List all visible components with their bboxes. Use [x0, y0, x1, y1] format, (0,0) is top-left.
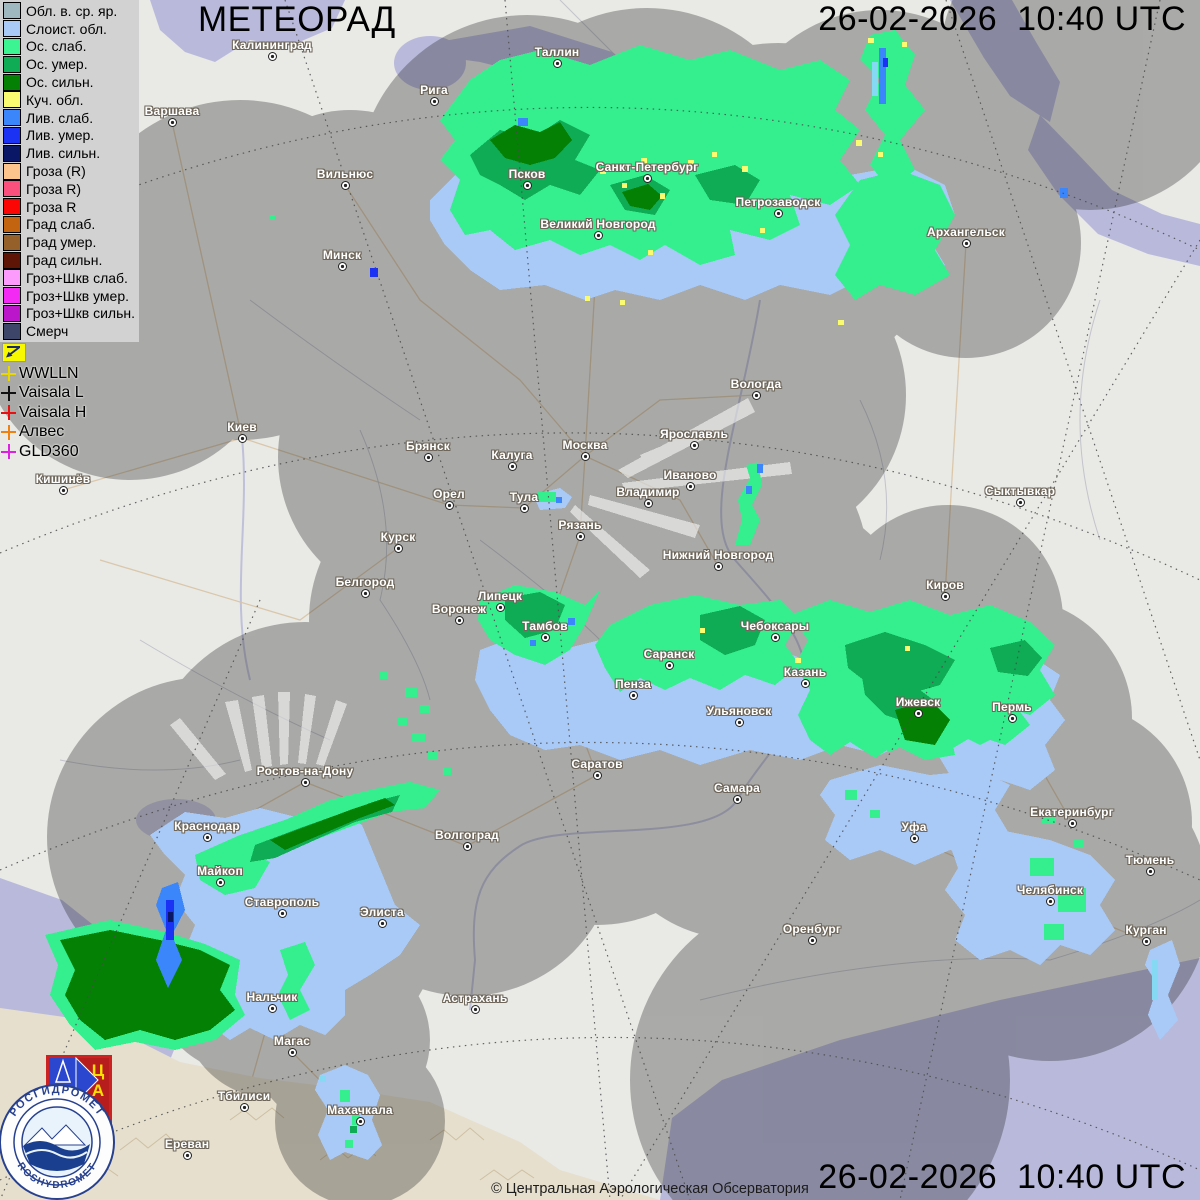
tornado-arrow-icon	[6, 346, 20, 358]
legend-row: Град сильн.	[0, 251, 139, 269]
timestamp-bottom: 26-02-2026 10:40 UTC	[818, 1158, 1186, 1196]
legend-row: Гроз+Шкв слаб.	[0, 269, 139, 287]
legend-swatch	[3, 269, 21, 287]
legend-row: Ос. умер.	[0, 55, 139, 73]
legend-label: Ос. слаб.	[26, 38, 87, 55]
legend-label: Ос. сильн.	[26, 74, 94, 91]
lightning-cross-icon	[1, 405, 16, 421]
legend-swatch	[3, 322, 21, 340]
legend-row: Смерч	[0, 322, 139, 340]
legend-label: Ос. умер.	[26, 56, 88, 73]
legend-row: Лив. сильн.	[0, 144, 139, 162]
legend-label: Град слаб.	[26, 216, 96, 233]
cao-letter-1: Ц	[92, 1061, 105, 1080]
legend-swatch	[3, 162, 21, 180]
lightning-source-label: Vaisala H	[19, 403, 87, 421]
legend-label: Лив. умер.	[26, 127, 95, 144]
legend-row: Ос. слаб.	[0, 37, 139, 56]
lightning-cross-icon	[1, 444, 16, 460]
lightning-source-label: GLD360	[19, 442, 79, 460]
legend-swatch	[3, 144, 21, 162]
legend-row: Гроза R)	[0, 180, 139, 198]
roshydromet-logo: РОСГИДРОМЕТ ROSHYDROMET	[0, 1084, 115, 1200]
legend-swatch	[3, 126, 21, 144]
legend-swatch	[3, 251, 21, 269]
cao-letter-2: А	[92, 1081, 104, 1100]
legend-label: Град сильн.	[26, 252, 103, 269]
lightning-cross-icon	[1, 385, 16, 401]
attribution: © Центральная Аэрологическая Обсерватори…	[491, 1181, 809, 1197]
lightning-sources-legend: WWLLN Vaisala L Vaisala H Алвес GLD360	[1, 364, 86, 462]
legend-label: Гроза R)	[26, 180, 82, 197]
lightning-source-label: WWLLN	[19, 364, 79, 382]
lightning-cross-icon	[1, 366, 16, 382]
lightning-source-row: WWLLN	[1, 364, 86, 384]
legend-label: Гроза (R)	[26, 163, 86, 180]
legend-label: Куч. обл.	[26, 91, 84, 108]
legend-row: Ос. сильн.	[0, 73, 139, 91]
legend-label: Обл. в. ср. яр.	[26, 2, 118, 19]
legend-swatch	[3, 37, 21, 55]
legend-swatch	[3, 109, 21, 127]
legend-row: Град слаб.	[0, 215, 139, 234]
legend-swatch	[3, 304, 21, 322]
legend-swatch	[3, 91, 21, 109]
logos: Ц А О 1941 РОСГИДРОМЕТ ROSHYDROMET	[0, 1055, 115, 1200]
lightning-cross-icon	[1, 424, 16, 440]
legend-swatch	[3, 180, 21, 198]
legend-label: Слоист. обл.	[26, 20, 107, 37]
timestamp-top: 26-02-2026 10:40 UTC	[818, 0, 1186, 38]
legend-label: Смерч	[26, 323, 69, 340]
legend-rows: Обл. в. ср. яр. Слоист. обл. Ос. слаб. Ос. …	[0, 2, 139, 340]
legend-label: Гроз+Шкв умер.	[26, 287, 130, 304]
legend-row: Гроз+Шкв умер.	[0, 287, 139, 305]
lightning-source-label: Алвес	[19, 423, 65, 441]
legend-swatch	[3, 287, 21, 305]
legend-swatch	[3, 2, 21, 20]
page-title: МЕТЕОРАД	[198, 0, 396, 39]
legend-row: Слоист. обл.	[0, 20, 139, 38]
lightning-source-row: Алвес	[1, 423, 86, 443]
legend-row: Гроза (R)	[0, 162, 139, 180]
lightning-source-row: GLD360	[1, 442, 86, 462]
legend-swatch	[3, 55, 21, 73]
legend-label: Град умер.	[26, 234, 97, 251]
legend-row: Гроза R	[0, 198, 139, 216]
legend-row: Куч. обл.	[0, 91, 139, 109]
lightning-source-row: Vaisala L	[1, 384, 86, 404]
legend-label: Лив. слаб.	[26, 109, 94, 126]
legend-row: Гроз+Шкв сильн.	[0, 304, 139, 323]
precipitation-legend: Обл. в. ср. яр. Слоист. обл. Ос. слаб. Ос. …	[0, 0, 139, 343]
lightning-source-row: Vaisala H	[1, 403, 86, 423]
lightning-source-label: Vaisala L	[19, 384, 84, 402]
tornado-marker-icon	[2, 343, 26, 362]
legend-row: Обл. в. ср. яр.	[0, 2, 139, 20]
legend-label: Лив. сильн.	[26, 145, 101, 162]
legend-swatch	[3, 198, 21, 216]
legend-swatch	[3, 233, 21, 251]
legend-row: Лив. слаб.	[0, 109, 139, 127]
legend-swatch	[3, 20, 21, 38]
legend-label: Гроз+Шкв сильн.	[26, 305, 135, 322]
legend-swatch	[3, 215, 21, 233]
legend-row: Лив. умер.	[0, 126, 139, 145]
legend-label: Гроза R	[26, 198, 77, 215]
precipitation	[45, 30, 1180, 1160]
legend-row: Град умер.	[0, 233, 139, 251]
legend-label: Гроз+Шкв слаб.	[26, 269, 128, 286]
legend-swatch	[3, 73, 21, 91]
